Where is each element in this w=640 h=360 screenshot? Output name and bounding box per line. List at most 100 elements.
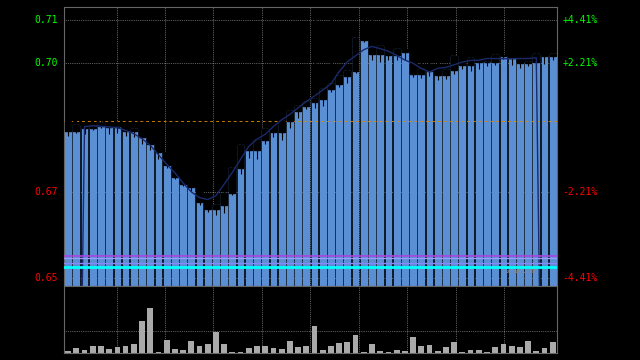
Bar bbox=[378, 46, 383, 54]
Bar bbox=[262, 346, 268, 353]
Bar bbox=[188, 184, 194, 188]
Bar bbox=[492, 347, 498, 353]
Bar bbox=[279, 121, 285, 132]
Bar bbox=[106, 127, 112, 286]
Bar bbox=[500, 344, 506, 353]
Bar bbox=[196, 202, 202, 286]
Text: sina.com: sina.com bbox=[505, 266, 540, 275]
Bar bbox=[287, 111, 292, 286]
Bar bbox=[246, 150, 252, 286]
Bar bbox=[402, 53, 408, 286]
Bar bbox=[254, 346, 260, 353]
Bar bbox=[427, 69, 433, 71]
Bar bbox=[361, 40, 367, 286]
Bar bbox=[287, 111, 292, 121]
Bar bbox=[435, 71, 440, 75]
Bar bbox=[98, 346, 104, 353]
Bar bbox=[378, 46, 383, 286]
Bar bbox=[180, 350, 186, 353]
Bar bbox=[237, 352, 243, 353]
Bar bbox=[295, 106, 301, 286]
Bar bbox=[164, 340, 170, 353]
Bar bbox=[205, 345, 211, 353]
Bar bbox=[82, 350, 88, 353]
Bar bbox=[156, 152, 161, 286]
Bar bbox=[230, 168, 236, 286]
Bar bbox=[147, 144, 153, 286]
Bar bbox=[180, 176, 186, 184]
Bar bbox=[484, 352, 490, 353]
Bar bbox=[419, 69, 424, 74]
Bar bbox=[205, 210, 211, 286]
Bar bbox=[468, 58, 474, 65]
Bar bbox=[328, 84, 334, 286]
Bar bbox=[402, 351, 408, 353]
Bar bbox=[254, 140, 260, 286]
Bar bbox=[435, 351, 440, 353]
Bar bbox=[303, 102, 309, 286]
Bar bbox=[509, 58, 515, 286]
Bar bbox=[312, 99, 317, 102]
Bar bbox=[435, 75, 440, 286]
Bar bbox=[303, 102, 309, 106]
Bar bbox=[164, 165, 170, 286]
Bar bbox=[525, 341, 531, 353]
Bar bbox=[476, 62, 482, 286]
Bar bbox=[385, 55, 391, 286]
Bar bbox=[500, 56, 506, 286]
Bar bbox=[271, 132, 276, 286]
Bar bbox=[394, 49, 399, 55]
Bar bbox=[74, 125, 79, 131]
Bar bbox=[378, 351, 383, 353]
Bar bbox=[271, 348, 276, 353]
Bar bbox=[139, 321, 145, 353]
Bar bbox=[410, 53, 416, 74]
Bar bbox=[451, 56, 457, 286]
Bar bbox=[410, 337, 416, 353]
Bar bbox=[213, 205, 219, 210]
Bar bbox=[65, 351, 71, 353]
Text: 0.67: 0.67 bbox=[35, 187, 58, 197]
Bar bbox=[246, 348, 252, 353]
Bar bbox=[188, 341, 194, 353]
Bar bbox=[303, 346, 309, 353]
Bar bbox=[131, 130, 137, 286]
Bar bbox=[394, 49, 399, 286]
Bar bbox=[427, 345, 433, 353]
Text: 0.71: 0.71 bbox=[35, 15, 58, 25]
Bar bbox=[451, 342, 457, 353]
Bar bbox=[427, 71, 433, 286]
Bar bbox=[419, 69, 424, 286]
Bar bbox=[213, 332, 219, 353]
Bar bbox=[443, 70, 449, 75]
Bar bbox=[82, 125, 88, 128]
Bar bbox=[484, 62, 490, 286]
Bar bbox=[196, 188, 202, 202]
Bar bbox=[468, 58, 474, 286]
Bar bbox=[230, 168, 236, 193]
Bar bbox=[115, 127, 120, 286]
Bar bbox=[533, 351, 539, 353]
Text: +4.41%: +4.41% bbox=[563, 15, 598, 25]
Bar bbox=[279, 349, 285, 353]
Bar bbox=[123, 131, 129, 286]
Bar bbox=[533, 54, 539, 286]
Bar bbox=[205, 202, 211, 210]
Bar bbox=[82, 128, 88, 286]
Bar bbox=[172, 165, 178, 176]
Bar bbox=[147, 309, 153, 353]
Bar bbox=[419, 346, 424, 353]
Bar bbox=[443, 70, 449, 286]
Bar bbox=[139, 130, 145, 136]
Bar bbox=[353, 38, 358, 71]
Bar bbox=[320, 350, 326, 353]
Text: 0.65: 0.65 bbox=[35, 273, 58, 283]
Bar bbox=[320, 89, 326, 286]
Bar bbox=[500, 55, 506, 56]
Bar bbox=[476, 58, 482, 62]
Bar bbox=[541, 54, 547, 56]
Bar bbox=[394, 350, 399, 353]
Bar bbox=[139, 136, 145, 286]
Bar bbox=[262, 129, 268, 140]
Bar bbox=[90, 126, 95, 286]
